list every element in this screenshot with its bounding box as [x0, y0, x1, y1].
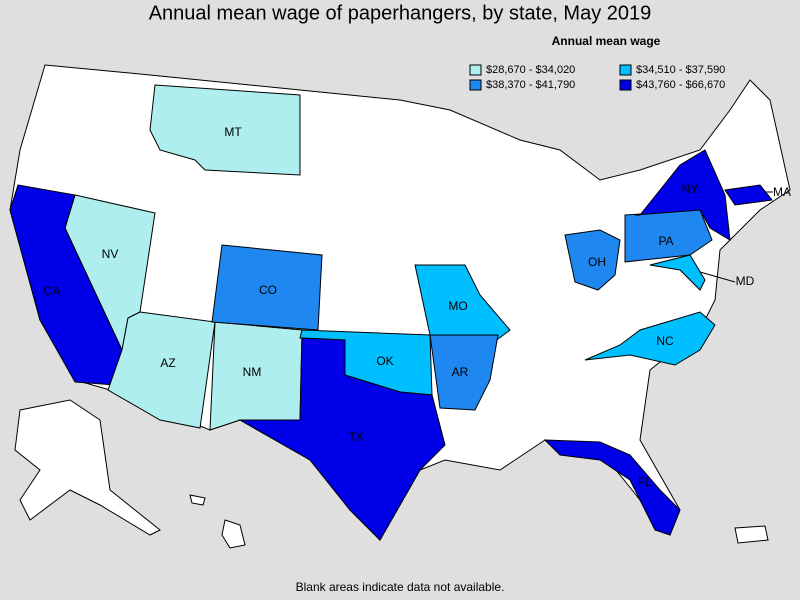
- legend-swatch: [619, 79, 632, 91]
- state: [238, 337, 446, 541]
- map-title: Annual mean wage of paperhangers, by sta…: [149, 2, 652, 24]
- state-label: TX: [348, 430, 363, 444]
- state: [724, 184, 773, 206]
- state: [584, 311, 716, 366]
- legend-label: $43,760 - $66,670: [636, 79, 725, 91]
- state: [429, 334, 499, 411]
- state: [564, 229, 621, 291]
- alaska: [14, 399, 161, 536]
- legend-swatch: [469, 64, 482, 76]
- leader-line: [699, 271, 736, 283]
- state: [634, 149, 731, 241]
- state-label: CA: [44, 284, 61, 298]
- state: [649, 254, 706, 291]
- state-label: MD: [736, 274, 755, 288]
- legend-title: Annual mean wage: [552, 34, 661, 48]
- state-label: OK: [376, 354, 393, 368]
- state-label: MT: [224, 125, 242, 139]
- legend-label: $28,670 - $34,020: [486, 64, 575, 76]
- state-label: CO: [259, 283, 277, 297]
- state-label: NM: [243, 365, 262, 379]
- state-label: NY: [682, 182, 699, 196]
- state-label: NV: [102, 247, 119, 261]
- state-label: NC: [656, 334, 674, 348]
- state-label: OH: [588, 255, 606, 269]
- state: [107, 311, 216, 429]
- state-label: MA: [773, 185, 791, 199]
- state: [211, 244, 323, 331]
- legend-label: $34,510 - $37,590: [636, 64, 725, 76]
- footnote: Blank areas indicate data not available.: [296, 580, 505, 594]
- state-label: FL: [638, 475, 652, 489]
- hawaii: [189, 494, 206, 506]
- state-label: PA: [658, 234, 673, 248]
- state: [543, 439, 681, 536]
- puerto-rico: [734, 525, 769, 544]
- legend-swatch: [469, 79, 482, 91]
- state-label: AZ: [160, 356, 175, 370]
- state-label: AR: [452, 365, 469, 379]
- legend-swatch: [619, 64, 632, 76]
- state: [149, 84, 301, 176]
- hawaii: [221, 519, 246, 549]
- state-label: MO: [448, 299, 467, 313]
- legend-label: $38,370 - $41,790: [486, 79, 575, 91]
